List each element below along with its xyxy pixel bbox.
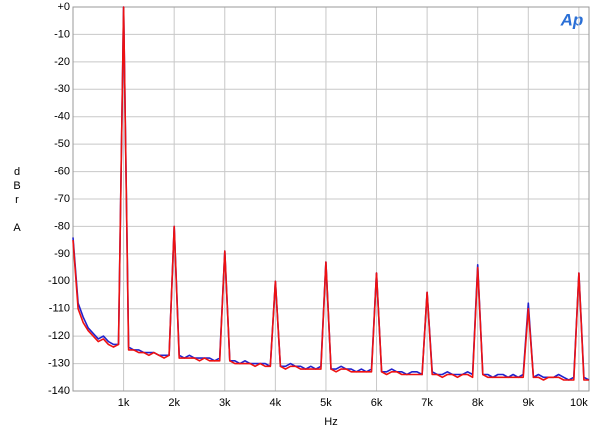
trace <box>72 6 589 381</box>
y-axis-label: r <box>15 194 19 206</box>
y-tick-label: -20 <box>54 56 70 68</box>
y-tick-label: -10 <box>54 28 70 40</box>
y-axis-label: d <box>14 166 20 178</box>
y-tick-label: -80 <box>54 220 70 232</box>
y-axis-label: A <box>13 222 21 234</box>
y-tick-label: -120 <box>48 330 70 342</box>
x-tick-label: 7k <box>421 397 433 409</box>
y-tick-label: -140 <box>48 385 70 397</box>
x-tick-label: 2k <box>168 397 180 409</box>
x-tick-label: 10k <box>570 397 588 409</box>
y-tick-label: -110 <box>49 303 70 315</box>
plot-frame <box>72 6 590 392</box>
y-axis-label: B <box>13 180 20 192</box>
x-tick-label: 1k <box>118 397 130 409</box>
y-tick-label: -50 <box>54 138 70 150</box>
x-tick-label: 6k <box>371 397 383 409</box>
y-tick-label: -30 <box>54 83 70 95</box>
y-tick-label: +0 <box>57 1 70 13</box>
x-tick-label: 9k <box>522 397 534 409</box>
trace <box>72 6 590 381</box>
y-tick-label: -130 <box>48 357 70 369</box>
x-tick-label: 5k <box>320 397 332 409</box>
x-tick-label: 8k <box>472 397 484 409</box>
x-axis-label: Hz <box>324 416 337 428</box>
y-tick-label: -90 <box>54 248 70 260</box>
x-tick-label: 4k <box>270 397 282 409</box>
y-tick-label: -60 <box>54 165 70 177</box>
x-tick-label: 3k <box>219 397 231 409</box>
y-tick-label: -70 <box>54 193 70 205</box>
y-tick-label: -100 <box>48 275 70 287</box>
logo: Ap <box>560 10 584 29</box>
y-tick-label: -40 <box>54 111 70 123</box>
